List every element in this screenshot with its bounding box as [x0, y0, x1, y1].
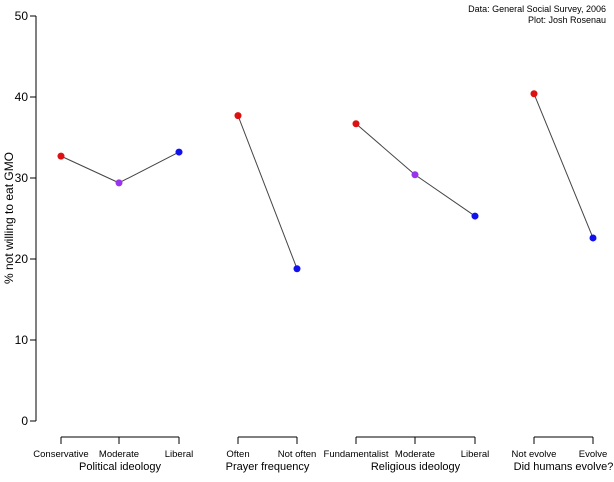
- data-point: [57, 152, 65, 160]
- data-point: [411, 171, 419, 179]
- y-tick-label: 40: [15, 90, 29, 104]
- connector-line: [533, 93, 594, 239]
- connector-line: [355, 123, 416, 176]
- y-tick-label: 50: [15, 9, 29, 23]
- x-tick-label: Evolve: [579, 449, 608, 460]
- x-tick-label: Conservative: [33, 449, 88, 460]
- x-tick-label: Moderate: [395, 449, 435, 460]
- plot-author-annotation: Plot: Josh Rosenau: [528, 15, 606, 25]
- y-tick-label: 30: [15, 171, 29, 185]
- data-source-annotation: Data: General Social Survey, 2006: [468, 4, 606, 14]
- y-tick-label: 10: [15, 333, 29, 347]
- x-tick-label: Not often: [278, 449, 317, 460]
- data-point: [115, 179, 123, 187]
- x-tick-label: Often: [226, 449, 249, 460]
- data-point: [352, 120, 360, 128]
- x-tick-label: Moderate: [99, 449, 139, 460]
- connector-line: [414, 174, 476, 217]
- data-point: [293, 265, 301, 273]
- group-label: Prayer frequency: [226, 461, 310, 473]
- y-tick-label: 0: [21, 414, 28, 428]
- data-point: [175, 148, 183, 156]
- connector-line: [237, 115, 298, 269]
- x-tick-label: Fundamentalist: [324, 449, 389, 460]
- group-label: Religious ideology: [371, 461, 461, 473]
- data-point: [234, 112, 242, 120]
- data-point: [471, 212, 479, 220]
- x-tick-label: Liberal: [461, 449, 490, 460]
- data-point: [589, 234, 597, 242]
- group-label: Did humans evolve?: [514, 461, 614, 473]
- connector-line: [60, 155, 120, 184]
- y-axis-label: % not willing to eat GMO: [2, 152, 16, 284]
- x-tick-label: Liberal: [165, 449, 194, 460]
- data-point: [530, 90, 538, 98]
- group-label: Political ideology: [79, 461, 161, 473]
- connector-line: [118, 151, 180, 184]
- y-tick-label: 20: [15, 252, 29, 266]
- x-tick-label: Not evolve: [512, 449, 557, 460]
